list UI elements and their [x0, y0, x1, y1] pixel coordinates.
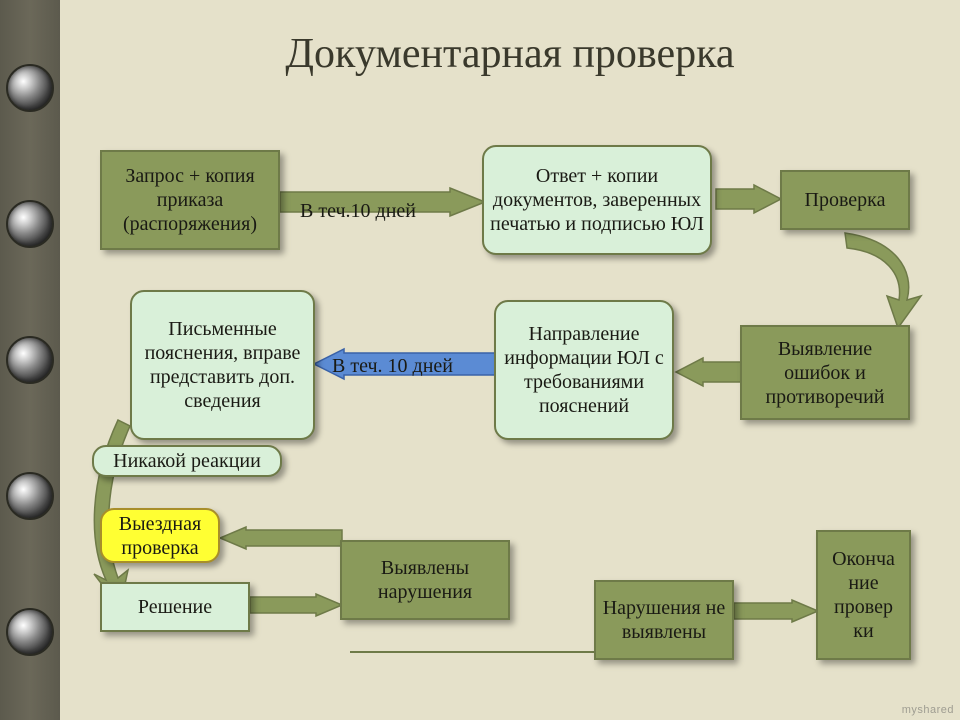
node-no-reaction: Никакой реакции — [92, 445, 282, 477]
watermark: myshared — [902, 704, 954, 716]
arrow-n10-n8 — [220, 527, 342, 549]
node-text: Решение — [138, 595, 212, 619]
connector-line — [350, 646, 620, 658]
node-written-explanations: Письменные пояснения, вправе представить… — [130, 290, 315, 440]
node-text: Запрос + копия приказа (распоряжения) — [108, 164, 272, 236]
ring-icon — [6, 200, 54, 248]
node-violations-found: Выявлены нарушения — [340, 540, 510, 620]
node-decision: Решение — [100, 582, 250, 632]
node-response-copies: Ответ + копии документов, заверенных печ… — [482, 145, 712, 255]
node-text: Выявление ошибок и противоречий — [748, 337, 902, 409]
ring-icon — [6, 64, 54, 112]
arrow-label-10days-1: В теч.10 дней — [300, 200, 416, 223]
node-errors-found: Выявление ошибок и противоречий — [740, 325, 910, 420]
node-text: Ответ + копии документов, заверенных печ… — [490, 164, 704, 236]
node-onsite-check: Выездная проверка — [100, 508, 220, 563]
node-text: Оконча ние провер ки — [824, 547, 903, 643]
node-text: Выездная проверка — [108, 512, 212, 560]
node-text: Никакой реакции — [113, 449, 261, 473]
slide: Документарная проверка Запрос + копия пр — [0, 0, 960, 720]
node-send-info: Направление информации ЮЛ с требованиями… — [494, 300, 674, 440]
arrow-n3-n4 — [845, 230, 945, 330]
arrow-n11-n12 — [734, 600, 818, 622]
node-text: Выявлены нарушения — [348, 556, 502, 604]
node-no-violations: Нарушения не выявлены — [594, 580, 734, 660]
node-text: Письменные пояснения, вправе представить… — [138, 317, 307, 413]
node-text: Направление информации ЮЛ с требованиями… — [502, 322, 666, 418]
arrow-n4-n5 — [676, 358, 741, 386]
node-check: Проверка — [780, 170, 910, 230]
ring-icon — [6, 336, 54, 384]
binder-spine — [0, 0, 60, 720]
slide-title: Документарная проверка — [80, 30, 940, 78]
arrow-n2-n3 — [716, 185, 781, 213]
ring-icon — [6, 472, 54, 520]
arrow-n9-n10 — [250, 594, 342, 616]
ring-icon — [6, 608, 54, 656]
node-end-check: Оконча ние провер ки — [816, 530, 911, 660]
node-request-copy: Запрос + копия приказа (распоряжения) — [100, 150, 280, 250]
arrow-label-10days-2: В теч. 10 дней — [332, 355, 453, 378]
node-text: Нарушения не выявлены — [602, 596, 726, 644]
node-text: Проверка — [805, 188, 886, 212]
